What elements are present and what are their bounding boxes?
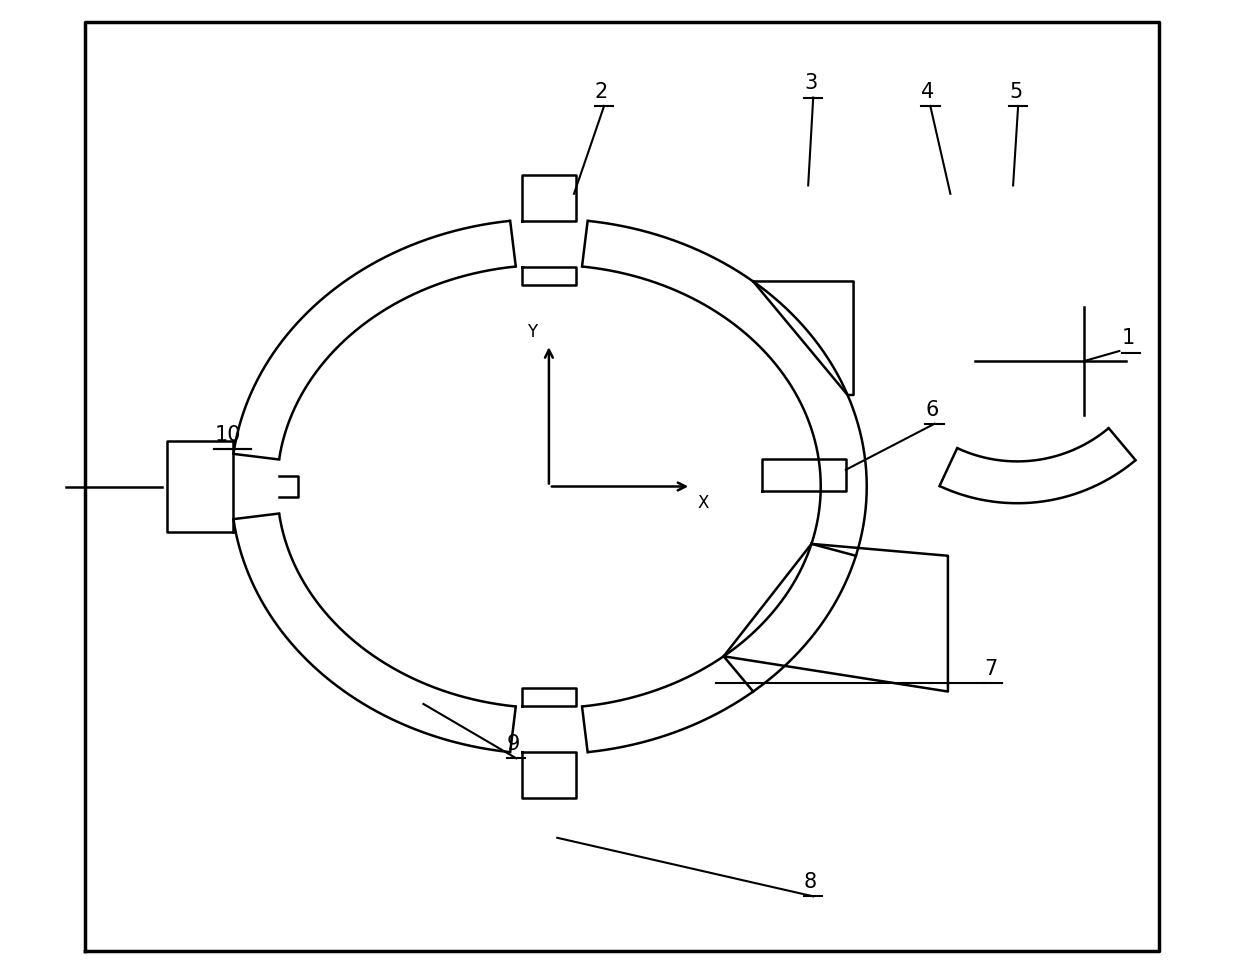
Text: 10: 10	[215, 424, 241, 445]
Text: 5: 5	[1009, 82, 1022, 102]
Text: 3: 3	[804, 73, 817, 93]
Text: X: X	[698, 494, 709, 512]
Text: 1: 1	[1122, 329, 1135, 348]
Text: Y: Y	[527, 323, 537, 341]
Text: 4: 4	[921, 82, 935, 102]
Text: 7: 7	[983, 659, 997, 679]
Text: 8: 8	[804, 872, 817, 892]
Text: 6: 6	[925, 400, 939, 419]
Text: 9: 9	[507, 735, 521, 754]
Text: 2: 2	[595, 82, 608, 102]
